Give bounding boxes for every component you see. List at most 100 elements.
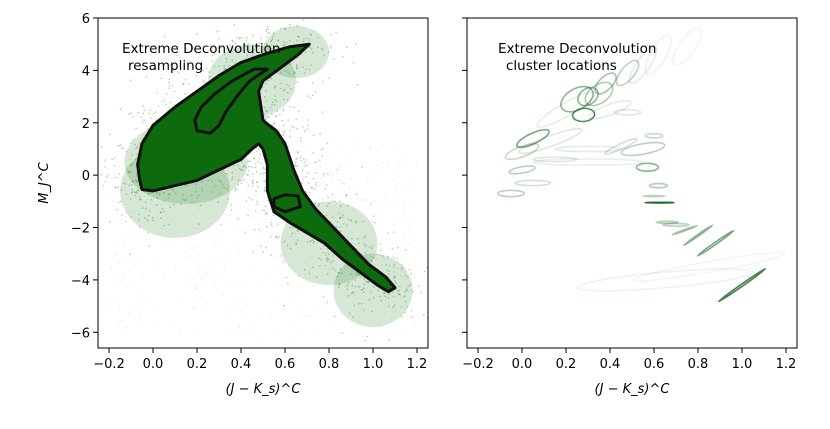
cloud-point-518 — [187, 83, 190, 85]
cloud-point-994 — [312, 239, 314, 241]
cloud-point-579 — [111, 158, 113, 161]
cloud-point-1080 — [169, 206, 171, 209]
cloud-point-1626 — [193, 227, 195, 229]
cloud-point-659 — [379, 254, 381, 257]
cloud-point-1486 — [331, 315, 334, 317]
cloud-point-1518 — [282, 242, 284, 244]
cloud-point-1720 — [197, 264, 199, 266]
cloud-point-750 — [240, 182, 243, 185]
cloud-point-823 — [275, 100, 278, 103]
cloud-point-805 — [323, 245, 325, 247]
left-y-tick-label-0: −6 — [71, 326, 90, 341]
cloud-point-1510 — [399, 274, 401, 276]
cloud-point-524 — [218, 30, 220, 32]
cloud-point-1356 — [144, 217, 146, 219]
cloud-point-1173 — [247, 184, 250, 187]
cloud-point-697 — [380, 299, 382, 302]
cloud-point-639 — [150, 192, 152, 194]
cloud-point-1520 — [328, 288, 331, 290]
cloud-point-915 — [255, 190, 257, 192]
cloud-point-1241 — [284, 70, 287, 72]
cloud-point-1606 — [398, 232, 400, 234]
cloud-point-1372 — [251, 198, 253, 201]
cloud-point-1831 — [290, 299, 293, 301]
cloud-point-714 — [225, 172, 228, 175]
cloud-point-1600 — [310, 266, 313, 269]
cloud-point-1154 — [302, 126, 304, 128]
cloud-point-228 — [262, 251, 265, 253]
cloud-point-1654 — [238, 242, 241, 244]
cloud-point-1118 — [143, 109, 146, 112]
cloud-point-991 — [326, 142, 329, 144]
cloud-point-1888 — [145, 208, 147, 210]
cloud-point-737 — [411, 316, 414, 318]
cloud-point-1089 — [289, 39, 291, 42]
cloud-point-473 — [263, 106, 266, 109]
cloud-point-1517 — [213, 240, 215, 243]
cloud-point-1042 — [303, 161, 306, 164]
cloud-point-936 — [125, 150, 127, 153]
cloud-point-107 — [383, 292, 386, 295]
cloud-point-1803 — [345, 191, 348, 193]
cloud-point-1613 — [182, 210, 184, 212]
cloud-point-676 — [263, 189, 265, 191]
cloud-point-687 — [150, 117, 152, 120]
cloud-point-235 — [280, 87, 282, 90]
cloud-point-1389 — [377, 289, 380, 292]
cloud-point-258 — [261, 162, 263, 165]
cloud-point-1258 — [114, 176, 117, 179]
cloud-point-1856 — [330, 142, 332, 144]
cloud-point-1607 — [343, 213, 346, 215]
cloud-point-1112 — [274, 84, 276, 87]
cloud-point-1130 — [237, 217, 239, 220]
cloud-point-1435 — [351, 207, 354, 209]
cluster-ellipse-4 — [682, 224, 714, 247]
cloud-point-1108 — [267, 199, 269, 202]
cloud-point-1682 — [283, 304, 285, 306]
cloud-point-763 — [289, 10, 291, 12]
cloud-point-165 — [289, 135, 291, 138]
cloud-point-562 — [322, 147, 324, 150]
cloud-point-112 — [326, 205, 329, 208]
cloud-point-1476 — [190, 282, 192, 284]
cloud-point-1703 — [126, 166, 128, 168]
cloud-point-496 — [436, 282, 438, 284]
cloud-point-1837 — [404, 231, 407, 233]
cloud-point-462 — [284, 27, 287, 30]
cloud-point-1115 — [203, 81, 205, 83]
cloud-point-225 — [296, 81, 298, 84]
cloud-point-103 — [319, 132, 322, 135]
cloud-point-1432 — [175, 321, 177, 323]
cloud-point-1490 — [384, 194, 386, 196]
cloud-point-1770 — [118, 306, 120, 309]
cloud-point-1822 — [235, 286, 238, 288]
cloud-point-1068 — [243, 164, 246, 167]
cloud-point-1339 — [367, 281, 369, 284]
cloud-point-493 — [295, 65, 298, 68]
cloud-point-24 — [147, 128, 149, 130]
cloud-point-500 — [274, 98, 276, 101]
cloud-point-288 — [336, 168, 339, 171]
cloud-point-1491 — [410, 176, 412, 178]
cloud-point-75 — [86, 202, 88, 204]
cloud-point-560 — [379, 249, 382, 252]
cloud-point-1419 — [365, 257, 367, 259]
cloud-point-1791 — [352, 210, 355, 212]
cloud-point-1219 — [138, 213, 140, 216]
cloud-point-989 — [368, 281, 370, 283]
cloud-point-1245 — [312, 94, 314, 97]
cloud-point-1454 — [118, 166, 120, 168]
cloud-point-1150 — [243, 13, 245, 15]
cloud-point-1288 — [251, 55, 254, 57]
cloud-point-787 — [405, 288, 408, 290]
cloud-point-751 — [159, 194, 161, 196]
cloud-point-1416 — [298, 263, 300, 265]
cloud-point-1548 — [127, 237, 129, 239]
cloud-point-1204 — [243, 178, 245, 181]
cloud-point-1487 — [317, 200, 319, 202]
cloud-point-634 — [309, 33, 312, 36]
cloud-point-1047 — [257, 161, 260, 163]
cloud-point-1819 — [310, 149, 313, 151]
cloud-point-1343 — [295, 158, 297, 161]
cloud-point-77 — [471, 307, 473, 309]
